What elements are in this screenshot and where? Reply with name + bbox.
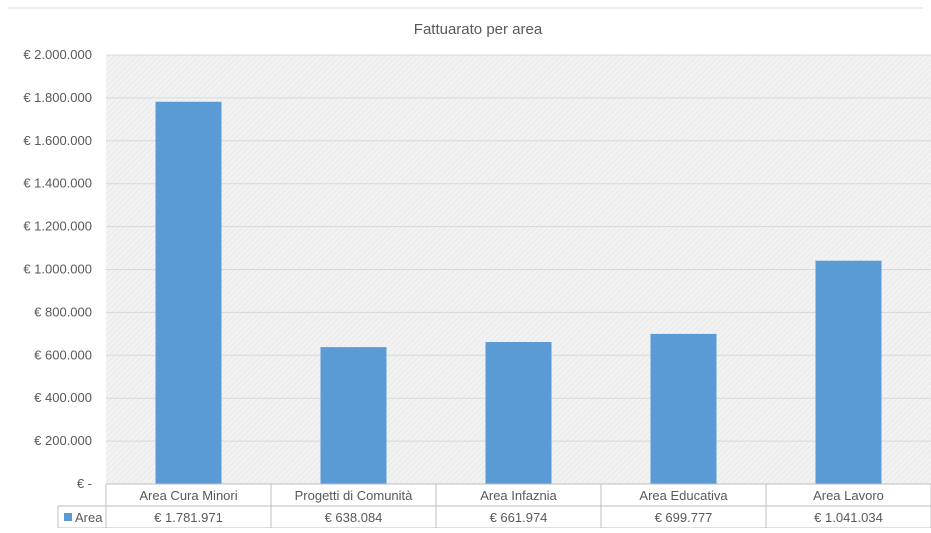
bar bbox=[155, 101, 222, 485]
y-tick-label: € 400.000 bbox=[34, 390, 92, 405]
y-tick-label: € 600.000 bbox=[34, 347, 92, 362]
y-tick-label: € 1.600.000 bbox=[23, 133, 92, 148]
y-tick-label: € 2.000.000 bbox=[23, 47, 92, 62]
y-tick-label: € 1.000.000 bbox=[23, 262, 92, 277]
bar bbox=[485, 342, 552, 484]
legend-label: Area bbox=[75, 510, 103, 525]
category-label: Area Lavoro bbox=[813, 488, 884, 503]
y-tick-label: € 1.200.000 bbox=[23, 219, 92, 234]
bar bbox=[815, 260, 882, 484]
category-label: Area Educativa bbox=[639, 488, 728, 503]
bar bbox=[320, 347, 387, 484]
y-tick-label: € - bbox=[77, 476, 92, 491]
bar bbox=[650, 333, 717, 484]
category-label: Area Cura Minori bbox=[139, 488, 237, 503]
y-tick-label: € 800.000 bbox=[34, 304, 92, 319]
legend-swatch bbox=[64, 513, 72, 521]
data-table-value: € 661.974 bbox=[490, 510, 548, 525]
y-tick-label: € 200.000 bbox=[34, 433, 92, 448]
y-tick-label: € 1.800.000 bbox=[23, 90, 92, 105]
data-table-value: € 1.781.971 bbox=[154, 510, 223, 525]
data-table-value: € 699.777 bbox=[655, 510, 713, 525]
data-table-value: € 1.041.034 bbox=[814, 510, 883, 525]
category-label: Area Infaznia bbox=[480, 488, 557, 503]
chart-title: Fattuarato per area bbox=[414, 21, 543, 38]
y-tick-label: € 1.400.000 bbox=[23, 176, 92, 191]
category-label: Progetti di Comunità bbox=[295, 488, 414, 503]
data-table-value: € 638.084 bbox=[325, 510, 383, 525]
